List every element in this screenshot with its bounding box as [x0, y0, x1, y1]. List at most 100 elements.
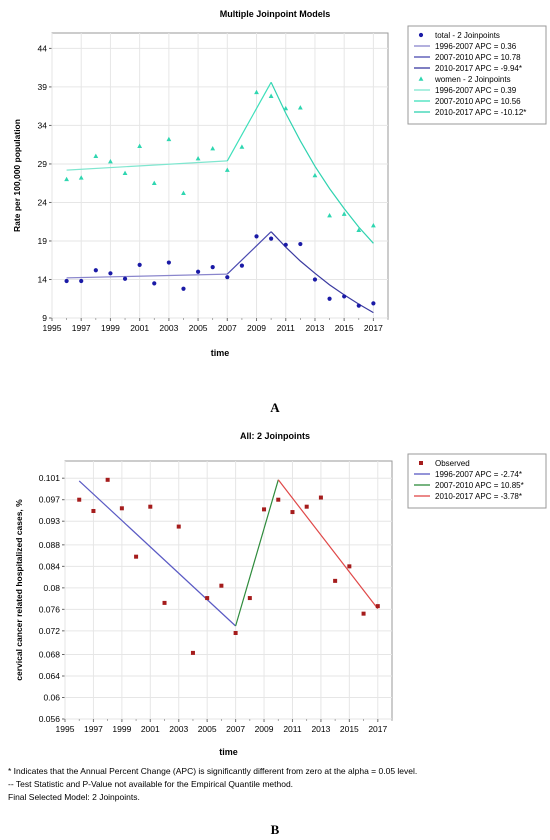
y-tick-label: 0.093: [39, 516, 61, 526]
data-point: [79, 278, 84, 284]
data-point: [190, 650, 195, 655]
panel-label-a: A: [270, 400, 280, 415]
y-tick-label: 0.064: [39, 671, 61, 681]
x-tick-label: 1997: [84, 724, 103, 734]
segment-line: [66, 160, 228, 171]
segment-line: [277, 479, 379, 610]
segment-line: [226, 82, 272, 162]
data-point: [312, 277, 318, 282]
data-point: [312, 172, 318, 178]
segment-line: [270, 231, 374, 314]
data-point: [122, 170, 128, 175]
y-tick-label: 0.06: [43, 693, 60, 703]
x-axis-label: time: [211, 348, 230, 358]
data-point: [181, 190, 186, 196]
chart-a: Multiple Joinpoint Models 9 14 19 24 29 34 39 44…: [12, 9, 547, 358]
x-tick-label: 2013: [305, 323, 324, 333]
legend-entry: 2007-2010 APC = 10.78: [435, 53, 521, 62]
y-tick-label: 9: [42, 313, 47, 323]
x-tick-label: 2017: [364, 323, 383, 333]
y-tick-label: 0.056: [39, 714, 61, 724]
data-point: [77, 497, 82, 502]
data-point: [137, 262, 142, 267]
chart-title: All: 2 Joinpoints: [240, 431, 310, 441]
x-tick-label: 2001: [141, 724, 160, 734]
data-point: [268, 93, 274, 98]
segment-line: [235, 479, 279, 627]
legend-marker: [419, 461, 423, 465]
legend-box: [407, 453, 547, 509]
data-point: [195, 269, 201, 274]
data-point: [233, 631, 238, 635]
data-point: [119, 506, 124, 511]
y-tick-label: 19: [38, 236, 48, 246]
data-point: [210, 145, 216, 151]
data-point: [283, 242, 288, 247]
legend-entry: 1996-2007 APC = -2.74*: [435, 470, 522, 479]
data-point: [304, 504, 309, 509]
x-tick-label: 2011: [277, 323, 296, 333]
segment-line: [226, 231, 272, 275]
y-tick-label: 29: [38, 159, 48, 169]
data-point: [361, 611, 366, 616]
y-tick-label: 44: [38, 43, 48, 53]
data-point: [342, 294, 347, 299]
x-tick-label: 2003: [169, 724, 188, 734]
y-axis-label: Rate per 100,000 population: [12, 119, 22, 232]
data-point: [276, 497, 281, 502]
data-point: [64, 278, 69, 284]
data-point: [219, 583, 224, 588]
footnote-test-statistic: -- Test Statistic and P-Value not availa…: [8, 779, 294, 789]
segment-line: [78, 480, 237, 627]
y-tick-label: 0.08: [43, 583, 60, 593]
y-tick-label: 0.097: [39, 495, 61, 505]
data-point: [93, 268, 98, 273]
data-point: [283, 105, 289, 111]
x-tick-label: 2005: [198, 724, 217, 734]
data-point: [239, 263, 245, 268]
y-tick-label: 0.068: [39, 650, 61, 660]
data-point: [356, 227, 362, 232]
data-point: [78, 175, 84, 180]
data-point: [166, 260, 171, 265]
x-tick-label: 2005: [189, 323, 208, 333]
legend-entry: 2007-2010 APC = 10.56: [435, 97, 521, 106]
x-tick-label: 2015: [340, 724, 359, 734]
x-tick-label: 1999: [101, 323, 120, 333]
x-tick-label: 1995: [56, 724, 75, 734]
x-tick-label: 1997: [72, 323, 91, 333]
y-tick-label: 39: [38, 82, 48, 92]
y-tick-label: 34: [38, 120, 48, 130]
y-tick-label: 24: [38, 197, 48, 207]
x-tick-label: 2007: [226, 724, 245, 734]
data-point: [224, 167, 230, 172]
data-point: [152, 281, 157, 286]
data-point: [162, 600, 167, 605]
data-point: [205, 596, 210, 601]
x-tick-label: 1995: [43, 323, 62, 333]
plot-area: [51, 32, 389, 319]
y-tick-label: 0.076: [39, 604, 61, 614]
data-point: [108, 271, 113, 276]
data-point: [269, 236, 274, 241]
y-axis-label: cervical cancer related hospitalized cas…: [14, 499, 24, 681]
data-point: [298, 241, 303, 247]
legend-marker: [418, 32, 424, 38]
legend-entry: 2010-2017 APC = -10.12*: [435, 108, 526, 117]
y-tick-label: 0.084: [39, 561, 61, 571]
legend-entry: Observed: [435, 459, 470, 468]
footnote-significance: * Indicates that the Annual Percent Chan…: [8, 766, 418, 776]
data-point: [151, 180, 157, 186]
data-point: [195, 155, 201, 161]
data-point: [137, 143, 143, 149]
legend-entry: 2010-2017 APC = -3.78*: [435, 492, 522, 501]
data-point: [247, 596, 252, 601]
data-point: [356, 303, 361, 308]
data-point: [122, 276, 128, 281]
x-tick-label: 2017: [368, 724, 387, 734]
chart-b: All: 2 Joinpoints 0.101 0.097 0.093 0.088 0.0…: [14, 431, 547, 757]
x-tick-label: 2009: [247, 323, 266, 333]
x-tick-label: 2013: [311, 724, 330, 734]
data-point: [148, 504, 153, 509]
data-point: [254, 234, 259, 239]
